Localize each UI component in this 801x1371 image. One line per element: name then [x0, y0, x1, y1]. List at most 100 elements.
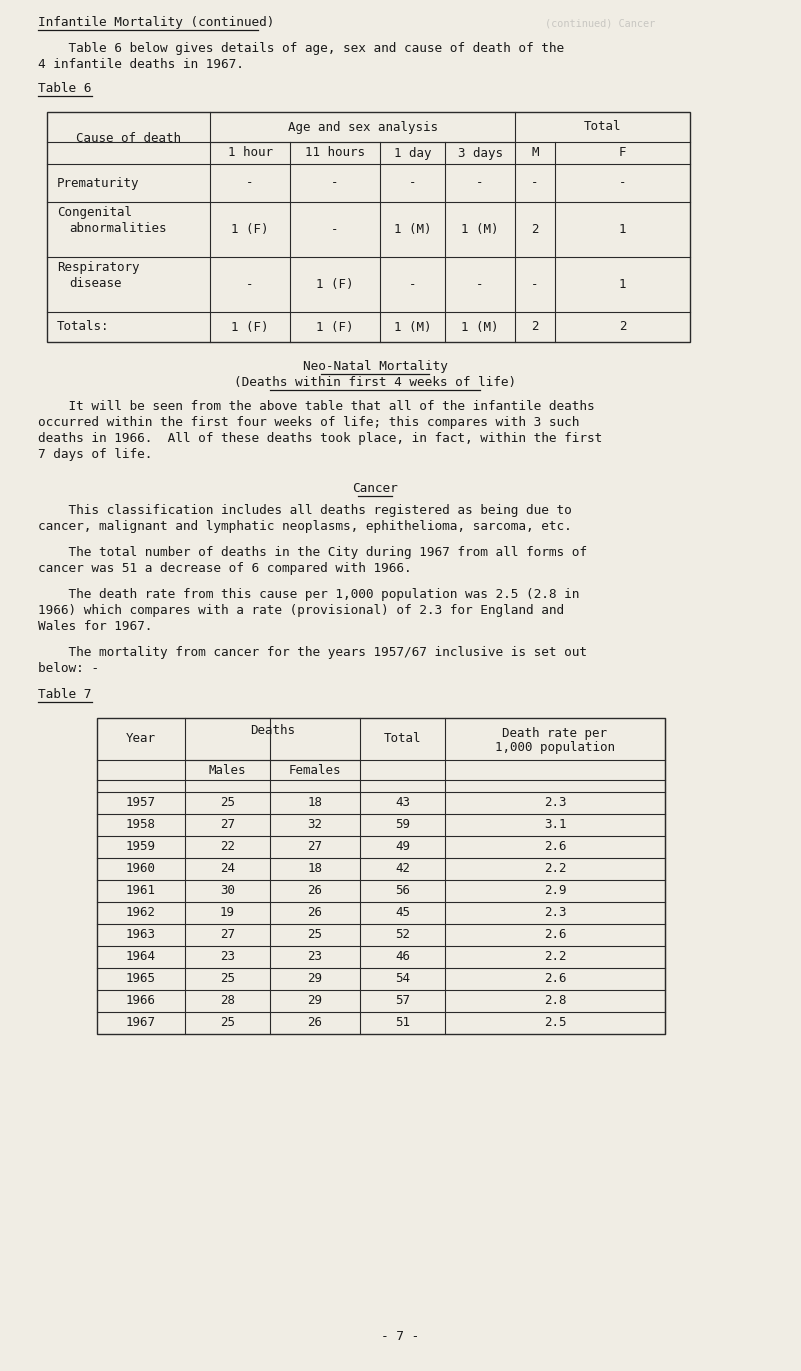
- Text: This classification includes all deaths registered as being due to: This classification includes all deaths …: [38, 505, 572, 517]
- Text: Total: Total: [584, 121, 622, 133]
- Text: 1966) which compares with a rate (provisional) of 2.3 for England and: 1966) which compares with a rate (provis…: [38, 605, 564, 617]
- Text: It will be seen from the above table that all of the infantile deaths: It will be seen from the above table tha…: [38, 400, 594, 413]
- Text: 1 day: 1 day: [394, 147, 431, 159]
- Text: 1963: 1963: [126, 928, 156, 942]
- Text: 1958: 1958: [126, 818, 156, 831]
- Text: 23: 23: [220, 950, 235, 964]
- Text: 2.2: 2.2: [544, 862, 566, 876]
- Text: 2.6: 2.6: [544, 972, 566, 986]
- Text: Table 7: Table 7: [38, 688, 91, 701]
- Text: 27: 27: [220, 818, 235, 831]
- Text: - 7 -: - 7 -: [381, 1330, 419, 1344]
- Text: Prematurity: Prematurity: [57, 177, 139, 189]
- Text: 25: 25: [220, 1016, 235, 1030]
- Text: 27: 27: [308, 840, 323, 854]
- Text: 2: 2: [531, 223, 539, 236]
- Text: 1 (F): 1 (F): [316, 278, 354, 291]
- Text: Table 6: Table 6: [38, 82, 91, 95]
- Text: below: -: below: -: [38, 662, 99, 675]
- Text: 2.3: 2.3: [544, 797, 566, 809]
- Text: The total number of deaths in the City during 1967 from all forms of: The total number of deaths in the City d…: [38, 546, 587, 559]
- Text: -: -: [477, 177, 484, 189]
- Text: 1960: 1960: [126, 862, 156, 876]
- Text: 1 (M): 1 (M): [461, 223, 499, 236]
- Text: Females: Females: [288, 764, 341, 776]
- Text: Congenital: Congenital: [57, 206, 132, 219]
- Text: 1959: 1959: [126, 840, 156, 854]
- Text: -: -: [332, 177, 339, 189]
- Text: 1967: 1967: [126, 1016, 156, 1030]
- Text: deaths in 1966.  All of these deaths took place, in fact, within the first: deaths in 1966. All of these deaths took…: [38, 432, 602, 446]
- Text: Table 6 below gives details of age, sex and cause of death of the: Table 6 below gives details of age, sex …: [38, 43, 564, 55]
- Text: 1: 1: [618, 278, 626, 291]
- Text: Deaths: Deaths: [250, 724, 295, 738]
- Text: 54: 54: [395, 972, 410, 986]
- Text: cancer was 51 a decrease of 6 compared with 1966.: cancer was 51 a decrease of 6 compared w…: [38, 562, 412, 574]
- Text: Cancer: Cancer: [352, 483, 398, 495]
- Text: The mortality from cancer for the years 1957/67 inclusive is set out: The mortality from cancer for the years …: [38, 646, 587, 659]
- Text: 26: 26: [308, 1016, 323, 1030]
- Text: 1965: 1965: [126, 972, 156, 986]
- Text: 29: 29: [308, 972, 323, 986]
- Text: 1962: 1962: [126, 906, 156, 920]
- Text: -: -: [409, 177, 417, 189]
- Text: The death rate from this cause per 1,000 population was 2.5 (2.8 in: The death rate from this cause per 1,000…: [38, 588, 579, 600]
- Text: 30: 30: [220, 884, 235, 898]
- Text: 3 days: 3 days: [457, 147, 502, 159]
- Text: 2.9: 2.9: [544, 884, 566, 898]
- Text: 2.3: 2.3: [544, 906, 566, 920]
- Text: 2.6: 2.6: [544, 928, 566, 942]
- Text: 1 (M): 1 (M): [461, 321, 499, 333]
- Text: 3.1: 3.1: [544, 818, 566, 831]
- Text: 49: 49: [395, 840, 410, 854]
- Text: 42: 42: [395, 862, 410, 876]
- Text: 1964: 1964: [126, 950, 156, 964]
- Text: Males: Males: [209, 764, 246, 776]
- Text: 32: 32: [308, 818, 323, 831]
- Text: disease: disease: [69, 277, 122, 291]
- Text: 26: 26: [308, 906, 323, 920]
- Text: Cause of death: Cause of death: [76, 132, 181, 144]
- Text: 4 infantile deaths in 1967.: 4 infantile deaths in 1967.: [38, 58, 244, 71]
- Text: 2.8: 2.8: [544, 994, 566, 1008]
- Text: 2.6: 2.6: [544, 840, 566, 854]
- Text: Death rate per: Death rate per: [502, 728, 607, 740]
- Text: -: -: [332, 223, 339, 236]
- Bar: [47, 112, 690, 341]
- Text: 1 hour: 1 hour: [227, 147, 272, 159]
- Text: F: F: [618, 147, 626, 159]
- Text: -: -: [531, 278, 539, 291]
- Text: 25: 25: [220, 972, 235, 986]
- Text: -: -: [409, 278, 417, 291]
- Text: 56: 56: [395, 884, 410, 898]
- Text: Totals:: Totals:: [57, 321, 110, 333]
- Text: 29: 29: [308, 994, 323, 1008]
- Text: 59: 59: [395, 818, 410, 831]
- Text: 28: 28: [220, 994, 235, 1008]
- Text: 1 (F): 1 (F): [231, 321, 269, 333]
- Text: 1 (M): 1 (M): [394, 321, 431, 333]
- Text: -: -: [246, 177, 254, 189]
- Bar: [97, 718, 665, 1034]
- Text: 51: 51: [395, 1016, 410, 1030]
- Text: 43: 43: [395, 797, 410, 809]
- Text: 19: 19: [220, 906, 235, 920]
- Text: 52: 52: [395, 928, 410, 942]
- Text: Neo-Natal Mortality: Neo-Natal Mortality: [303, 361, 448, 373]
- Text: abnormalities: abnormalities: [69, 222, 167, 234]
- Text: 57: 57: [395, 994, 410, 1008]
- Text: -: -: [246, 278, 254, 291]
- Text: 1966: 1966: [126, 994, 156, 1008]
- Text: (continued) Cancer: (continued) Cancer: [545, 18, 655, 27]
- Text: 22: 22: [220, 840, 235, 854]
- Text: 7 days of life.: 7 days of life.: [38, 448, 152, 461]
- Text: 45: 45: [395, 906, 410, 920]
- Text: 1 (F): 1 (F): [231, 223, 269, 236]
- Text: 1 (M): 1 (M): [394, 223, 431, 236]
- Text: -: -: [477, 278, 484, 291]
- Text: 11 hours: 11 hours: [305, 147, 365, 159]
- Text: 26: 26: [308, 884, 323, 898]
- Text: 1957: 1957: [126, 797, 156, 809]
- Text: M: M: [531, 147, 539, 159]
- Text: 23: 23: [308, 950, 323, 964]
